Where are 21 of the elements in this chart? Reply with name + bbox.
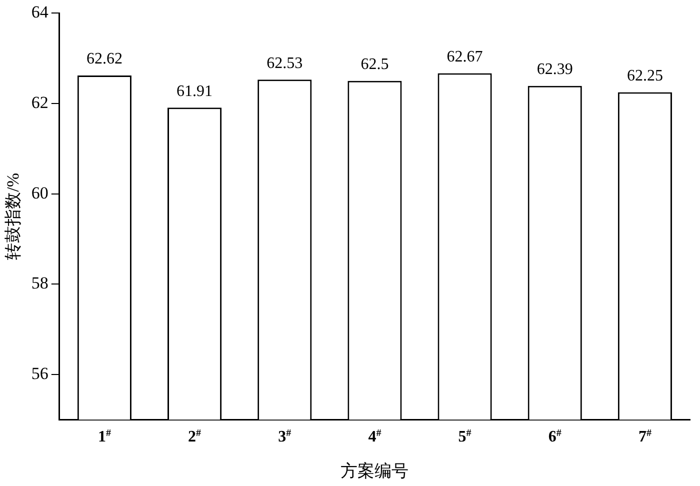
data-label: 62.53: [266, 54, 303, 72]
y-axis-title: 转鼓指数/%: [4, 172, 23, 260]
x-tick-label: 6#: [548, 428, 562, 446]
x-tick-label: 5#: [458, 428, 472, 446]
data-label: 61.91: [176, 82, 213, 100]
x-tick-label: 3#: [278, 428, 292, 446]
y-tick-label: 58: [31, 274, 48, 293]
data-label: 62.25: [626, 67, 663, 84]
y-tick-label: 62: [31, 92, 48, 112]
x-axis-title: 方案编号: [340, 461, 409, 480]
x-tick-label: 7#: [638, 428, 652, 446]
x-tick-label: 1#: [98, 428, 111, 446]
y-tick-label: 60: [31, 183, 48, 202]
y-tick-label: 64: [31, 2, 49, 22]
x-tick-label: 4#: [368, 428, 382, 446]
y-tick-label: 56: [31, 364, 48, 383]
data-label: 62.67: [446, 48, 483, 66]
data-label: 62.5: [360, 56, 389, 74]
x-tick-label: 2#: [188, 428, 202, 446]
data-label: 62.62: [86, 50, 122, 68]
data-label: 62.39: [536, 61, 573, 78]
